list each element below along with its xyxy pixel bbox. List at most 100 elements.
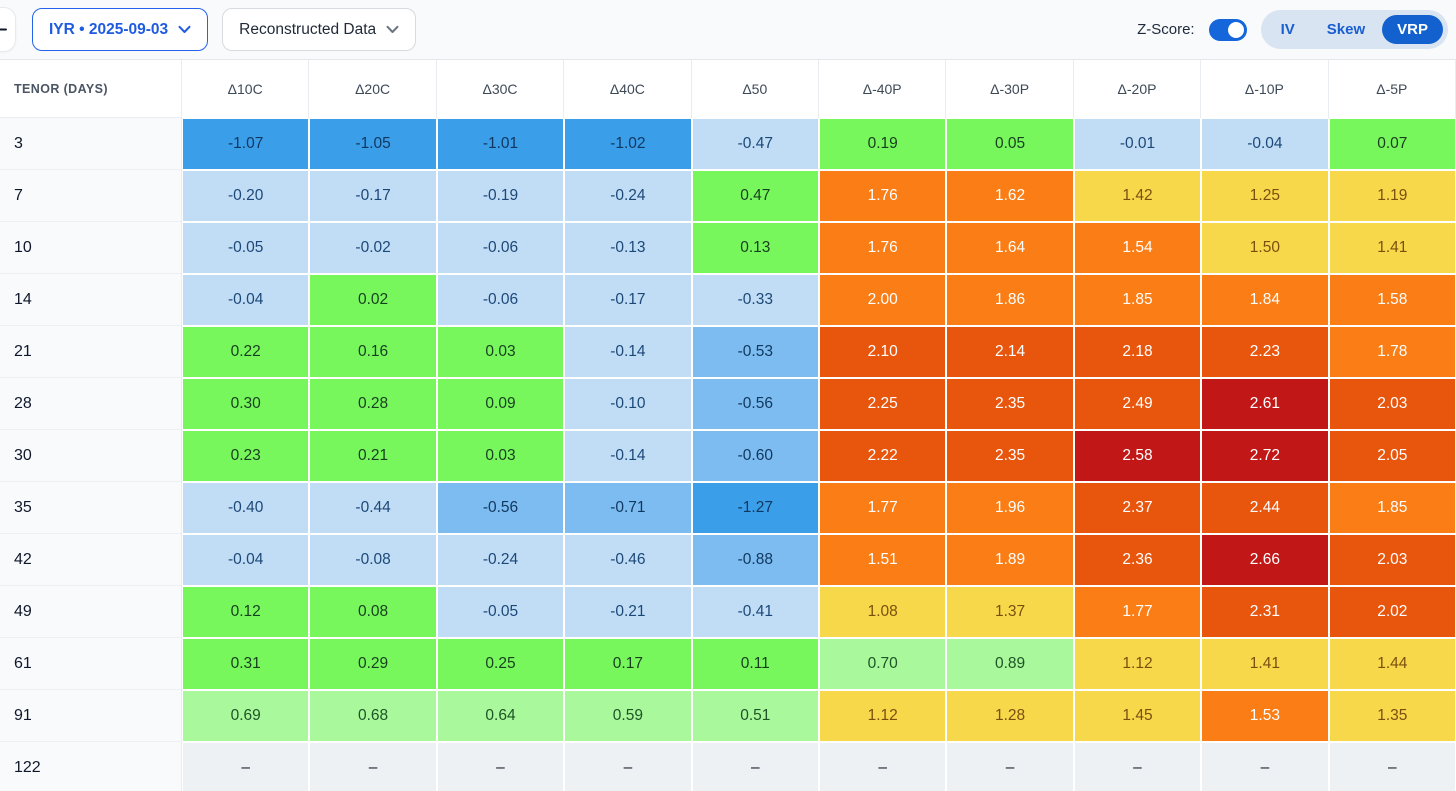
heatmap-cell: 0.16 (309, 326, 437, 378)
tenor-row-label: 91 (0, 690, 182, 742)
column-header-delta: Δ50 (691, 60, 819, 118)
heatmap-cell: -1.07 (182, 118, 310, 170)
heatmap-cell: 0.09 (436, 378, 565, 430)
ticker-date-select[interactable]: IYR • 2025-09-03 (32, 8, 209, 51)
heatmap-cell: -0.17 (309, 170, 437, 222)
heatmap-cell: 1.50 (1201, 222, 1329, 274)
heatmap-cell: 0.07 (1328, 118, 1456, 170)
heatmap-cell: -0.17 (564, 274, 692, 326)
heatmap-cell: – (1073, 742, 1202, 791)
heatmap-cell: 1.51 (819, 534, 947, 586)
tenor-row-label: 21 (0, 326, 182, 378)
heatmap-cell: 1.84 (1201, 274, 1329, 326)
heatmap-cell: 2.58 (1073, 430, 1202, 482)
tenor-row-label: 122 (0, 742, 182, 791)
toolbar-right: Z-Score: IV Skew VRP (1137, 10, 1456, 49)
toolbar: IYR • 2025-09-03 Reconstructed Data Z-Sc… (0, 0, 1456, 60)
heatmap-cell: 0.13 (691, 222, 819, 274)
zscore-label: Z-Score: (1137, 21, 1195, 38)
tenor-row-label: 30 (0, 430, 182, 482)
heatmap-cell: 1.54 (1073, 222, 1202, 274)
heatmap-cell: – (1201, 742, 1329, 791)
heatmap-cell: 2.22 (819, 430, 947, 482)
heatmap-cell: 0.22 (182, 326, 310, 378)
heatmap-cell: 1.77 (819, 482, 947, 534)
arrow-left-icon (0, 21, 7, 38)
heatmap-cell: 1.37 (946, 586, 1074, 638)
heatmap-cell: -0.21 (564, 586, 692, 638)
heatmap-cell: 0.12 (182, 586, 310, 638)
heatmap-cell: 1.12 (819, 690, 947, 742)
heatmap-cell: 1.12 (1073, 638, 1202, 690)
heatmap-cell: -0.01 (1073, 118, 1202, 170)
heatmap-cell: 0.47 (691, 170, 819, 222)
heatmap-cell: -0.60 (691, 430, 819, 482)
heatmap-cell: – (182, 742, 310, 791)
heatmap-cell: 2.72 (1201, 430, 1329, 482)
heatmap-cell: -1.27 (691, 482, 819, 534)
heatmap-cell: -0.04 (182, 274, 310, 326)
heatmap-cell: 2.05 (1328, 430, 1456, 482)
column-header-delta: Δ-40P (819, 60, 947, 118)
heatmap-cell: 0.19 (819, 118, 947, 170)
heatmap-cell: – (946, 742, 1074, 791)
heatmap-cell: 1.19 (1328, 170, 1456, 222)
tenor-row-label: 61 (0, 638, 182, 690)
vrp-zscore-heatmap: TENOR (DAYS) Δ10C Δ20C Δ30C Δ40C Δ50 Δ-40P Δ-30… (0, 60, 1456, 791)
heatmap-cell: 0.31 (182, 638, 310, 690)
heatmap-cell: 1.42 (1073, 170, 1202, 222)
tab-vrp[interactable]: VRP (1382, 15, 1443, 44)
heatmap-cell: -0.05 (182, 222, 310, 274)
heatmap-cell: 0.59 (564, 690, 692, 742)
heatmap-cell: 2.66 (1201, 534, 1329, 586)
heatmap-cell: 2.02 (1328, 586, 1456, 638)
heatmap-cell: 1.53 (1201, 690, 1329, 742)
heatmap-cell: – (1328, 742, 1456, 791)
heatmap-cell: 2.10 (819, 326, 947, 378)
heatmap-cell: -0.14 (564, 430, 692, 482)
heatmap-cell: 0.21 (309, 430, 437, 482)
zscore-toggle[interactable] (1208, 18, 1247, 41)
heatmap-cell: 1.78 (1328, 326, 1456, 378)
tab-iv[interactable]: IV (1266, 15, 1310, 44)
tab-skew[interactable]: Skew (1312, 15, 1380, 44)
heatmap-cell: 1.96 (946, 482, 1074, 534)
heatmap-cell: 1.41 (1328, 222, 1456, 274)
heatmap-cell: -0.56 (691, 378, 819, 430)
heatmap-cell: 1.44 (1328, 638, 1456, 690)
heatmap-cell: 1.58 (1328, 274, 1456, 326)
ticker-date-value: IYR • 2025-09-03 (49, 20, 169, 38)
heatmap-cell: 0.23 (182, 430, 310, 482)
heatmap-cell: – (819, 742, 947, 791)
heatmap-cell: 1.76 (819, 222, 947, 274)
heatmap-cell: 2.25 (819, 378, 947, 430)
heatmap-cell: – (564, 742, 692, 791)
column-header-delta: Δ-20P (1073, 60, 1202, 118)
data-source-select[interactable]: Reconstructed Data (222, 8, 417, 51)
heatmap-cell: -0.08 (309, 534, 437, 586)
column-header-delta: Δ-30P (946, 60, 1074, 118)
column-header-delta: Δ10C (182, 60, 310, 118)
heatmap-cell: 0.89 (946, 638, 1074, 690)
heatmap-cell: – (691, 742, 819, 791)
heatmap-cell: -1.01 (436, 118, 565, 170)
heatmap-cell: 0.03 (436, 430, 565, 482)
heatmap-cell: 1.35 (1328, 690, 1456, 742)
heatmap-cell: 1.85 (1073, 274, 1202, 326)
heatmap-cell: 0.30 (182, 378, 310, 430)
heatmap-cell: 1.45 (1073, 690, 1202, 742)
heatmap-cell: -0.04 (182, 534, 310, 586)
heatmap-cell: 0.08 (309, 586, 437, 638)
heatmap-cell: 2.31 (1201, 586, 1329, 638)
back-button[interactable] (0, 7, 16, 52)
heatmap-cell: 1.64 (946, 222, 1074, 274)
column-header-delta: Δ-5P (1328, 60, 1456, 118)
tenor-row-label: 3 (0, 118, 182, 170)
heatmap-cell: 1.76 (819, 170, 947, 222)
heatmap-cell: -0.56 (436, 482, 565, 534)
heatmap-cell: 0.29 (309, 638, 437, 690)
heatmap-cell: -0.19 (436, 170, 565, 222)
heatmap-cell: -1.05 (309, 118, 437, 170)
heatmap-cell: 2.03 (1328, 378, 1456, 430)
heatmap-cell: 2.44 (1201, 482, 1329, 534)
